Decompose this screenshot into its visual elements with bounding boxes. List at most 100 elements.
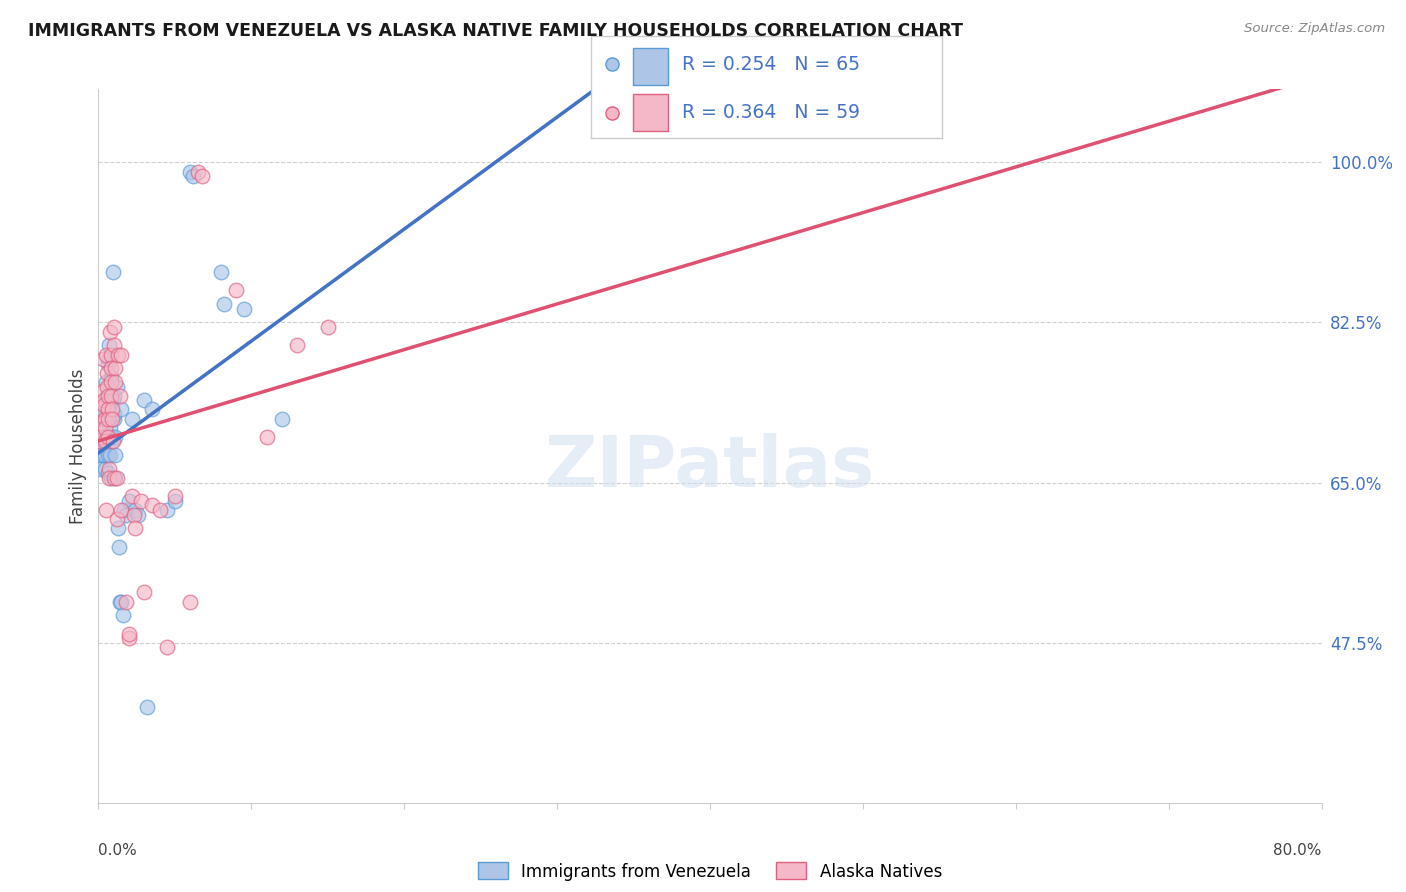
Point [163,489,186,503]
Point [118,631,141,645]
Text: 80.0%: 80.0% [1274,843,1322,858]
Point [98,338,121,352]
Point [101,402,124,417]
Point [141,499,163,513]
Point [103,471,125,485]
Point [94,503,117,517]
Point [100,347,122,361]
Point [100,389,122,403]
Point [101,265,124,279]
Point [136,699,159,714]
Point [104,375,127,389]
Point [90,462,112,476]
Point [103,411,125,425]
Point [209,265,232,279]
Point [179,164,201,178]
Point [98,352,121,367]
Point [118,626,141,640]
Point [91,384,114,398]
Point [110,594,132,608]
Point [212,297,235,311]
Point [108,540,131,554]
Point [122,508,145,522]
Point [108,389,131,403]
Point [105,512,128,526]
Point [98,325,121,339]
Bar [633,95,668,131]
Text: 0.0%: 0.0% [98,843,138,858]
Point [118,494,141,508]
Point [100,361,122,376]
Text: Source: ZipAtlas.com: Source: ZipAtlas.com [1244,22,1385,36]
Point [110,503,132,517]
Point [134,393,156,408]
Point [104,471,127,485]
Point [179,594,201,608]
Point [97,402,120,417]
Point [103,389,125,403]
Point [127,508,149,522]
Point [101,411,124,425]
Point [104,430,127,444]
Point [101,393,124,408]
Point [181,169,204,183]
Point [600,57,623,71]
Point [103,407,125,421]
Point [91,448,114,462]
Point [90,448,112,462]
Point [100,393,122,408]
Point [191,169,214,183]
Point [156,503,179,517]
Point [156,640,179,655]
Point [90,430,112,444]
Text: R = 0.364   N = 59: R = 0.364 N = 59 [682,103,860,122]
Point [100,370,122,384]
Point [89,434,111,449]
Point [101,434,124,449]
Point [149,503,172,517]
Point [93,434,115,449]
Point [111,608,134,623]
Point [129,494,152,508]
Bar [633,48,668,85]
Point [256,430,278,444]
Point [121,411,143,425]
Point [103,320,125,334]
Point [100,375,122,389]
Point [93,420,115,434]
Point [115,594,138,608]
Point [90,411,112,425]
Point [141,402,163,417]
Point [94,462,117,476]
Point [96,402,118,417]
Point [98,420,121,434]
Point [89,434,111,449]
Point [100,471,122,485]
Point [91,420,114,434]
Point [104,361,127,376]
Y-axis label: Family Households: Family Households [69,368,87,524]
Text: R = 0.254   N = 65: R = 0.254 N = 65 [682,55,860,74]
Point [98,393,121,408]
Point [98,471,121,485]
Point [98,448,121,462]
Point [107,347,129,361]
Point [93,398,115,412]
Point [93,402,115,417]
Point [94,375,117,389]
Point [316,320,339,334]
Point [124,503,146,517]
Point [97,430,120,444]
Point [90,402,112,417]
Point [163,494,186,508]
Point [105,471,128,485]
Point [115,508,138,522]
Point [270,411,294,425]
Point [91,434,114,449]
Point [98,462,121,476]
Point [100,411,122,425]
Point [110,347,132,361]
Point [97,434,120,449]
Point [93,411,115,425]
Point [96,379,118,393]
